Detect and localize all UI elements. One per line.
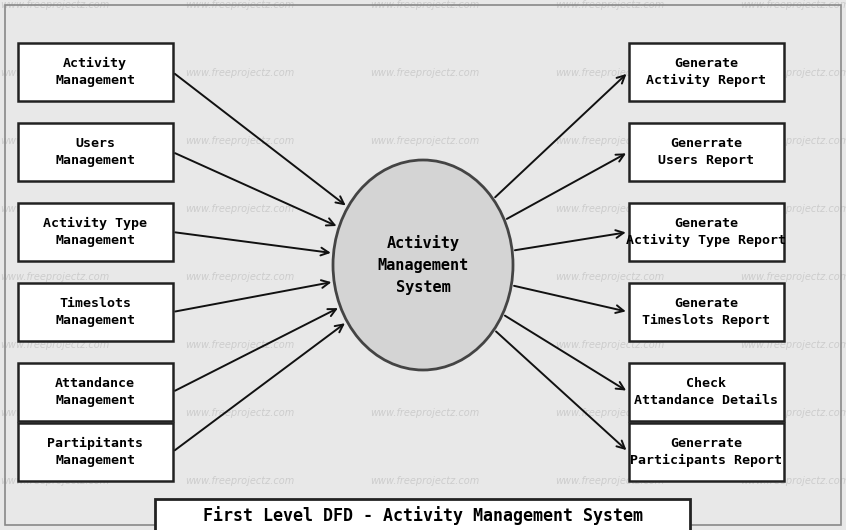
Text: www.freeprojectz.com: www.freeprojectz.com	[370, 476, 479, 486]
Text: www.freeprojectz.com: www.freeprojectz.com	[185, 476, 294, 486]
FancyBboxPatch shape	[18, 283, 173, 341]
Text: Check
Attandance Details: Check Attandance Details	[634, 377, 778, 407]
Text: www.freeprojectz.com: www.freeprojectz.com	[555, 476, 664, 486]
FancyBboxPatch shape	[18, 43, 173, 101]
Text: www.freeprojectz.com: www.freeprojectz.com	[740, 0, 846, 10]
Text: www.freeprojectz.com: www.freeprojectz.com	[370, 272, 479, 282]
Text: www.freeprojectz.com: www.freeprojectz.com	[370, 68, 479, 78]
Text: www.freeprojectz.com: www.freeprojectz.com	[555, 340, 664, 350]
Text: Generate
Activity Type Report: Generate Activity Type Report	[626, 217, 786, 247]
Text: Activity
Management
System: Activity Management System	[377, 235, 469, 295]
Text: www.freeprojectz.com: www.freeprojectz.com	[370, 340, 479, 350]
Text: www.freeprojectz.com: www.freeprojectz.com	[185, 408, 294, 418]
Text: www.freeprojectz.com: www.freeprojectz.com	[555, 204, 664, 214]
Ellipse shape	[333, 160, 513, 370]
Text: www.freeprojectz.com: www.freeprojectz.com	[370, 136, 479, 146]
Text: www.freeprojectz.com: www.freeprojectz.com	[185, 272, 294, 282]
Text: www.freeprojectz.com: www.freeprojectz.com	[555, 0, 664, 10]
Text: www.freeprojectz.com: www.freeprojectz.com	[0, 68, 109, 78]
Text: www.freeprojectz.com: www.freeprojectz.com	[0, 340, 109, 350]
Text: Generate
Timeslots Report: Generate Timeslots Report	[642, 297, 770, 327]
Text: www.freeprojectz.com: www.freeprojectz.com	[740, 408, 846, 418]
Text: www.freeprojectz.com: www.freeprojectz.com	[370, 204, 479, 214]
Text: www.freeprojectz.com: www.freeprojectz.com	[185, 204, 294, 214]
Text: www.freeprojectz.com: www.freeprojectz.com	[370, 0, 479, 10]
Text: www.freeprojectz.com: www.freeprojectz.com	[185, 340, 294, 350]
Text: Partipitants
Management: Partipitants Management	[47, 437, 143, 467]
Text: www.freeprojectz.com: www.freeprojectz.com	[0, 136, 109, 146]
FancyBboxPatch shape	[155, 499, 690, 530]
FancyBboxPatch shape	[18, 423, 173, 481]
Text: Activity Type
Management: Activity Type Management	[43, 217, 147, 247]
Text: www.freeprojectz.com: www.freeprojectz.com	[0, 272, 109, 282]
FancyBboxPatch shape	[18, 203, 173, 261]
FancyBboxPatch shape	[629, 203, 783, 261]
Text: www.freeprojectz.com: www.freeprojectz.com	[740, 204, 846, 214]
Text: www.freeprojectz.com: www.freeprojectz.com	[370, 408, 479, 418]
Text: www.freeprojectz.com: www.freeprojectz.com	[555, 272, 664, 282]
Text: www.freeprojectz.com: www.freeprojectz.com	[185, 136, 294, 146]
Text: www.freeprojectz.com: www.freeprojectz.com	[555, 408, 664, 418]
FancyBboxPatch shape	[18, 123, 173, 181]
Text: Attandance
Management: Attandance Management	[55, 377, 135, 407]
Text: www.freeprojectz.com: www.freeprojectz.com	[0, 204, 109, 214]
FancyBboxPatch shape	[629, 43, 783, 101]
Text: www.freeprojectz.com: www.freeprojectz.com	[740, 340, 846, 350]
FancyBboxPatch shape	[18, 363, 173, 421]
Text: www.freeprojectz.com: www.freeprojectz.com	[740, 136, 846, 146]
FancyBboxPatch shape	[629, 423, 783, 481]
Text: www.freeprojectz.com: www.freeprojectz.com	[740, 476, 846, 486]
Text: www.freeprojectz.com: www.freeprojectz.com	[0, 408, 109, 418]
Text: www.freeprojectz.com: www.freeprojectz.com	[185, 0, 294, 10]
Text: www.freeprojectz.com: www.freeprojectz.com	[740, 68, 846, 78]
FancyBboxPatch shape	[629, 283, 783, 341]
Text: Generate
Activity Report: Generate Activity Report	[646, 57, 766, 87]
Text: www.freeprojectz.com: www.freeprojectz.com	[0, 476, 109, 486]
Text: First Level DFD - Activity Management System: First Level DFD - Activity Management Sy…	[202, 507, 642, 525]
Text: www.freeprojectz.com: www.freeprojectz.com	[555, 136, 664, 146]
Text: www.freeprojectz.com: www.freeprojectz.com	[740, 272, 846, 282]
FancyBboxPatch shape	[629, 123, 783, 181]
Text: Activity
Management: Activity Management	[55, 57, 135, 87]
Text: Generrate
Participants Report: Generrate Participants Report	[630, 437, 782, 467]
Text: Generrate
Users Report: Generrate Users Report	[658, 137, 754, 167]
FancyBboxPatch shape	[629, 363, 783, 421]
Text: www.freeprojectz.com: www.freeprojectz.com	[0, 0, 109, 10]
Text: www.freeprojectz.com: www.freeprojectz.com	[555, 68, 664, 78]
Text: Timeslots
Management: Timeslots Management	[55, 297, 135, 327]
Text: www.freeprojectz.com: www.freeprojectz.com	[185, 68, 294, 78]
Text: Users
Management: Users Management	[55, 137, 135, 167]
